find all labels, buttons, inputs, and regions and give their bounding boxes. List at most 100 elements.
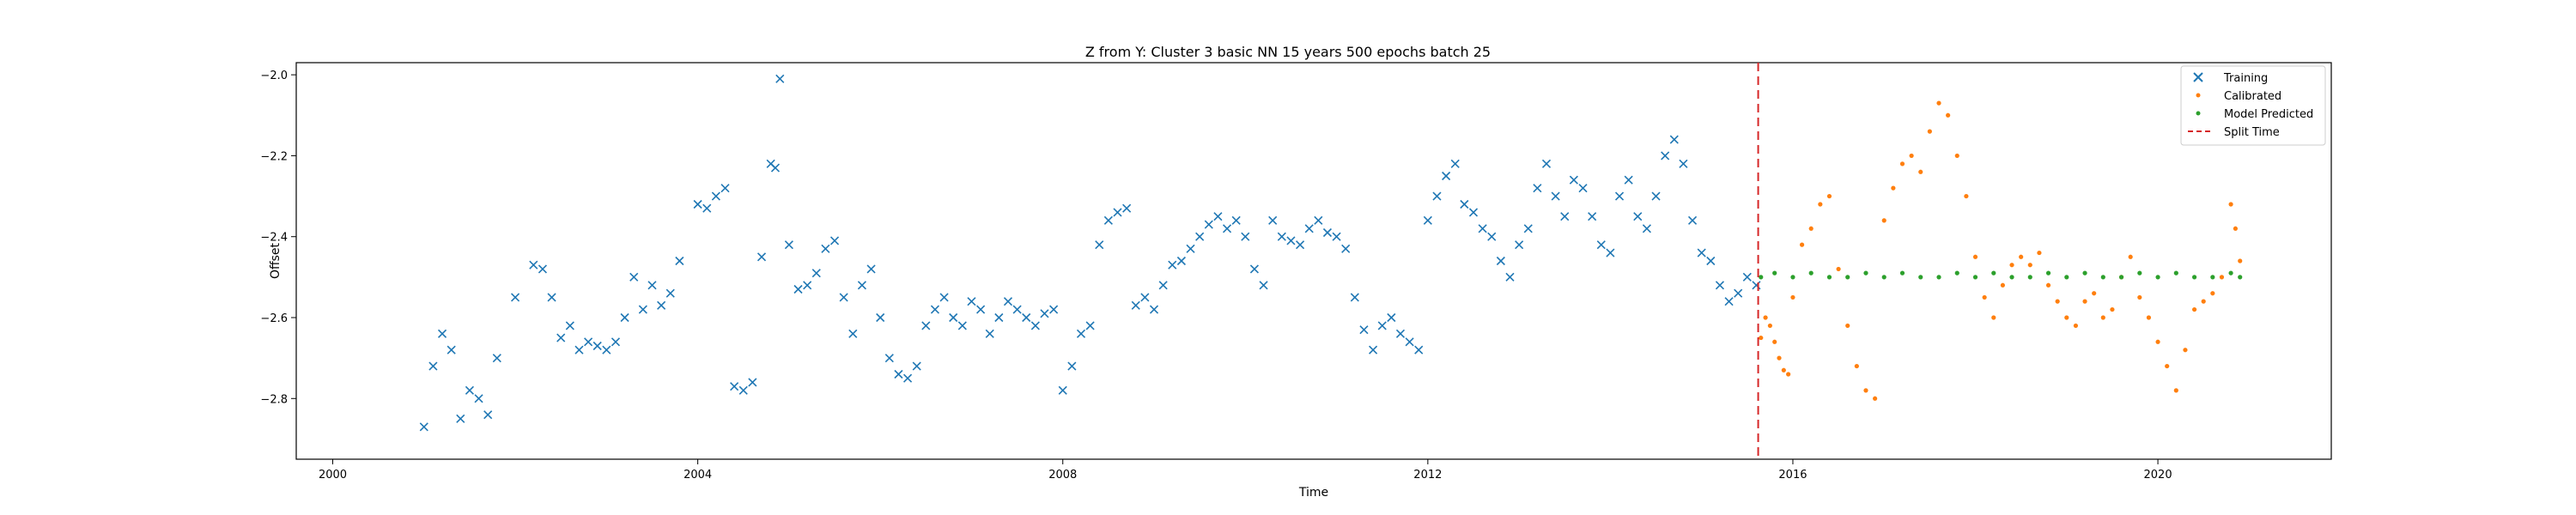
data-point-calibrated (2073, 323, 2079, 329)
data-point-training (1432, 191, 1442, 201)
data-point-model-predicted (1972, 275, 1978, 280)
data-point-training (1249, 264, 1259, 274)
data-point-calibrated (2210, 291, 2215, 296)
series-model-predicted (1759, 270, 2243, 280)
data-point-training (1049, 305, 1059, 314)
x-tick-label: 2020 (2144, 469, 2172, 482)
data-point-training (1423, 215, 1432, 225)
data-point-training (884, 354, 894, 363)
data-point-training (1651, 191, 1661, 201)
data-point-training (1350, 293, 1359, 302)
data-point-training (821, 244, 830, 253)
legend-label-calibrated: Calibrated (2224, 90, 2281, 103)
data-point-training (1414, 345, 1424, 354)
data-point-training (693, 199, 702, 209)
legend-marker-model-predicted (2196, 111, 2201, 116)
data-point-training (1195, 232, 1205, 241)
data-point-calibrated (2100, 315, 2105, 320)
data-point-model-predicted (1826, 275, 1832, 280)
data-point-calibrated (1818, 202, 1823, 207)
data-point-training (657, 300, 666, 310)
data-point-training (1204, 220, 1213, 229)
data-point-calibrated (1936, 100, 1941, 106)
data-point-training (1515, 240, 1524, 250)
data-point-training (1706, 256, 1716, 266)
data-point-training (985, 329, 994, 338)
data-point-model-predicted (2228, 270, 2233, 276)
data-point-calibrated (2045, 282, 2051, 288)
data-point-training (629, 272, 639, 282)
data-point-training (1259, 281, 1268, 290)
data-point-training (803, 281, 812, 290)
data-point-training (1533, 184, 1542, 193)
data-point-model-predicted (1991, 270, 1996, 276)
data-point-training (839, 293, 848, 302)
data-point-model-predicted (2027, 275, 2032, 280)
data-point-calibrated (2037, 250, 2042, 256)
data-point-training (1231, 215, 1241, 225)
data-point-training (538, 264, 548, 274)
data-point-calibrated (2110, 306, 2115, 312)
data-point-training (1460, 199, 1469, 209)
data-point-calibrated (2092, 291, 2097, 296)
data-point-training (1496, 256, 1505, 266)
data-point-training (1322, 227, 1333, 238)
x-axis-label: Time (1298, 486, 1328, 500)
data-point-training (1541, 159, 1552, 168)
data-point-training (1213, 212, 1223, 221)
data-point-training (1569, 175, 1578, 185)
data-point-calibrated (2155, 339, 2160, 344)
data-point-training (730, 382, 739, 391)
data-point-training (957, 321, 967, 330)
data-point-calibrated (1954, 153, 1959, 159)
data-point-training (1624, 175, 1633, 185)
data-point-calibrated (1909, 153, 1914, 159)
series-training (419, 74, 1761, 432)
data-point-training (1040, 309, 1049, 318)
data-point-training (775, 74, 785, 83)
data-point-training (1268, 215, 1278, 225)
data-point-training (912, 361, 921, 371)
data-point-training (465, 385, 474, 395)
data-point-training (1523, 224, 1533, 233)
data-point-training (511, 293, 520, 302)
data-point-training (711, 191, 720, 201)
chart-title: Z from Y: Cluster 3 basic NN 15 years 50… (1085, 44, 1491, 60)
data-point-calibrated (1927, 129, 1932, 134)
data-point-calibrated (2173, 388, 2178, 393)
data-point-training (1149, 305, 1159, 314)
data-point-training (1679, 159, 1688, 168)
data-point-calibrated (1790, 294, 1795, 300)
data-point-training (829, 236, 840, 245)
data-point-training (1478, 224, 1487, 233)
data-point-training (1752, 281, 1761, 290)
data-point-training (1022, 312, 1031, 323)
data-point-calibrated (1799, 242, 1805, 247)
data-point-training (848, 329, 858, 338)
data-point-training (702, 203, 712, 213)
data-point-training (811, 269, 821, 278)
data-point-training (1030, 321, 1040, 330)
data-point-training (1442, 171, 1451, 181)
data-point-model-predicted (2045, 270, 2051, 276)
y-tick-label: −2.8 (260, 393, 288, 406)
data-point-calibrated (1845, 323, 1850, 329)
data-point-training (529, 260, 538, 270)
data-point-calibrated (2009, 263, 2014, 268)
data-point-training (784, 240, 793, 250)
data-point-training (1596, 240, 1606, 250)
data-point-training (1588, 212, 1597, 221)
data-point-training (592, 341, 602, 351)
data-point-training (1669, 135, 1679, 144)
plot-frame (295, 62, 2332, 460)
data-point-training (1387, 312, 1396, 323)
data-point-calibrated (2228, 202, 2233, 207)
data-point-calibrated (2219, 275, 2225, 280)
data-point-training (565, 321, 574, 330)
data-point-calibrated (1808, 226, 1814, 231)
data-point-training (1450, 159, 1460, 168)
data-point-model-predicted (2173, 270, 2178, 276)
data-point-training (1295, 240, 1305, 250)
data-point-training (456, 414, 465, 423)
